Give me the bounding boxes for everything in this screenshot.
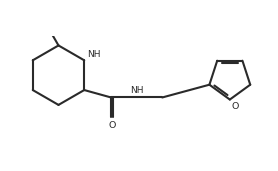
Text: NH: NH [87, 50, 100, 59]
Text: O: O [108, 121, 116, 130]
Text: NH: NH [130, 86, 143, 95]
Text: O: O [232, 102, 239, 111]
